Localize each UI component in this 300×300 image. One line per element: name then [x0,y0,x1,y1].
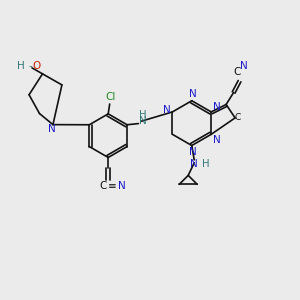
Text: N: N [240,61,248,71]
Text: N: N [213,102,221,112]
Text: N: N [118,181,125,191]
Text: ≡: ≡ [107,181,116,191]
Text: H: H [202,159,209,169]
Text: C: C [99,181,107,191]
Text: N: N [139,116,147,126]
Text: N: N [163,105,171,116]
Text: C: C [235,113,241,122]
Text: N: N [190,159,197,169]
Text: H: H [139,110,147,120]
Text: N: N [213,135,221,145]
Text: N: N [188,89,196,99]
Text: N: N [48,124,55,134]
Text: O: O [32,61,41,71]
Text: C: C [233,67,241,77]
Text: Cl: Cl [105,92,116,102]
Text: H: H [17,61,25,71]
Text: -: - [28,61,32,71]
Text: N: N [188,147,196,157]
